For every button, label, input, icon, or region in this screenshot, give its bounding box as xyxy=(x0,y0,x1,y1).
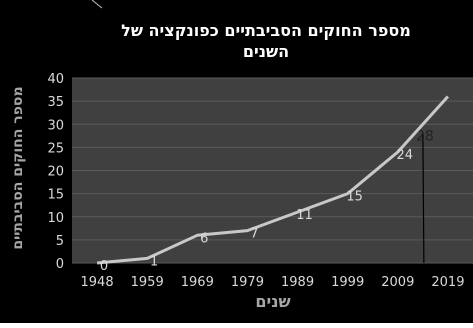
series-line xyxy=(96,95,450,265)
x-tick-label: 1948 xyxy=(81,275,114,290)
x-tick-label: 1979 xyxy=(231,275,264,290)
annotation-label: 28 xyxy=(416,129,434,145)
x-tick-label: 1999 xyxy=(331,275,364,290)
y-tick-label: 40 xyxy=(47,72,64,87)
data-label: 15 xyxy=(346,190,363,205)
y-tick-label: 35 xyxy=(47,95,64,110)
chart-title-line2: השנים xyxy=(243,42,289,61)
y-tick-label: 20 xyxy=(47,165,64,180)
y-tick-label: 30 xyxy=(47,118,64,133)
y-tick-label: 10 xyxy=(47,211,64,226)
y-axis-title: מספר החוקים הסביבתיים xyxy=(10,86,26,249)
x-tick-label: 1959 xyxy=(131,275,164,290)
y-tick-label: 5 xyxy=(56,234,64,249)
annotation-leader-line xyxy=(422,133,425,264)
y-tick-label: 0 xyxy=(56,257,64,272)
data-label: 11 xyxy=(296,208,313,223)
data-label: 6 xyxy=(200,231,208,246)
x-tick-label: 2019 xyxy=(431,275,464,290)
decorative-corner-line xyxy=(91,0,103,9)
x-axis-title: שנים xyxy=(255,292,290,311)
data-label: 0 xyxy=(100,259,108,274)
x-tick-label: 1989 xyxy=(281,275,314,290)
x-tick-label: 1969 xyxy=(181,275,214,290)
data-label: 7 xyxy=(250,227,258,242)
y-tick-label: 25 xyxy=(47,141,64,156)
chart-title-line1: מספר החוקים הסביבתיים כפונקציה של xyxy=(121,21,411,40)
data-label: 1 xyxy=(150,254,158,269)
y-tick-label: 15 xyxy=(47,188,64,203)
data-label: 24 xyxy=(397,148,414,163)
x-tick-label: 2009 xyxy=(381,275,414,290)
